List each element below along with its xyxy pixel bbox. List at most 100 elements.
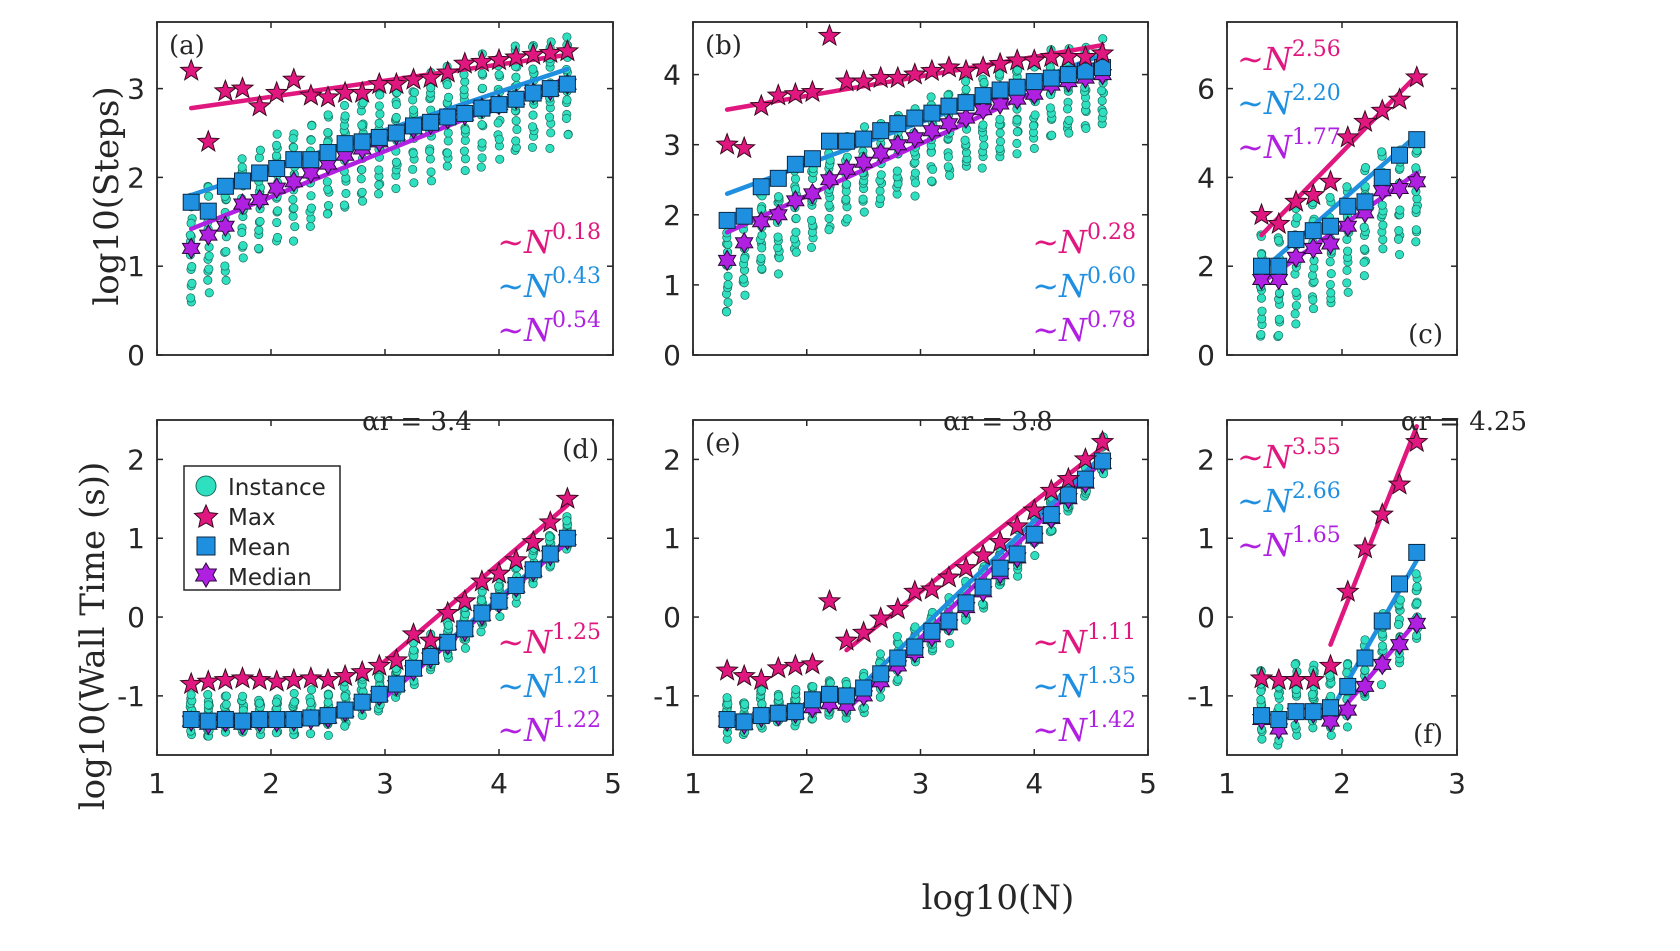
mean-marker	[541, 545, 559, 563]
instance-point	[1411, 204, 1421, 214]
instance-point	[477, 83, 488, 93]
instance-point	[254, 698, 265, 708]
max-marker	[230, 666, 255, 689]
instance-point	[289, 142, 299, 152]
instance-point	[892, 631, 902, 641]
mean-marker	[1270, 711, 1288, 729]
instance-point	[493, 118, 503, 128]
instance-point	[409, 178, 419, 188]
median-marker	[250, 188, 270, 211]
mean-marker	[923, 622, 941, 640]
median-marker	[785, 189, 805, 212]
instance-point	[459, 85, 469, 95]
instance-point	[859, 207, 869, 217]
max-marker	[521, 529, 546, 553]
mean-marker	[803, 691, 821, 709]
instance-point	[1012, 138, 1022, 148]
xlabel: log10(N)	[922, 878, 1075, 918]
max-marker	[452, 588, 477, 612]
instance-point	[375, 109, 385, 119]
plot-area	[715, 429, 1115, 744]
scaling-annotation: ∼N1.65	[1237, 523, 1341, 564]
instance-point	[808, 682, 818, 692]
scaling-annotation: ∼N1.77	[1237, 125, 1341, 166]
instance-point	[1097, 96, 1107, 106]
mean-marker	[718, 211, 736, 229]
mean-marker	[906, 638, 924, 656]
instance-point	[237, 154, 247, 164]
instance-point	[477, 120, 487, 130]
mean-marker	[285, 711, 303, 729]
panel-label: (c)	[1408, 320, 1443, 350]
mean-marker	[199, 712, 217, 730]
mean-marker	[786, 155, 804, 173]
mean-marker	[541, 80, 559, 98]
instance-point	[1343, 287, 1353, 297]
instance-point	[1307, 270, 1317, 280]
axes-frame	[1226, 419, 1458, 756]
mean-marker	[838, 687, 856, 705]
plot-area	[179, 32, 580, 307]
instance-point	[187, 278, 197, 288]
instance-point	[1291, 300, 1301, 311]
instance-point	[204, 264, 214, 274]
mean-marker	[872, 122, 890, 140]
legend-instance-marker	[195, 475, 217, 497]
axes-frame	[156, 21, 614, 356]
instance-point	[221, 275, 231, 285]
instance-point	[1308, 295, 1318, 305]
instance-point	[391, 100, 401, 110]
panel-label: (b)	[705, 31, 742, 61]
scaling-annotation: ∼N1.22	[497, 708, 601, 749]
fit-line-max	[1259, 73, 1419, 238]
instance-point	[960, 135, 970, 145]
instance-point	[739, 253, 749, 264]
mean-marker	[473, 99, 491, 117]
max-marker	[732, 663, 756, 687]
median-marker	[181, 237, 201, 260]
instance-point	[408, 148, 418, 158]
mean-marker	[234, 172, 251, 190]
instance-point	[459, 146, 469, 156]
ylabel-bottom: log10(Wall Time (s))	[73, 462, 113, 810]
instance-point	[1377, 641, 1388, 651]
mean-marker	[353, 133, 371, 151]
instance-point	[841, 194, 851, 204]
plot-area	[1249, 424, 1429, 750]
y-tick-label: 2	[663, 199, 681, 232]
max-marker	[1022, 48, 1047, 71]
instance-point	[1394, 225, 1404, 236]
instance-point	[1376, 680, 1386, 690]
max-marker	[1073, 446, 1098, 470]
mean-marker	[1287, 703, 1305, 721]
instance-point	[1395, 205, 1405, 215]
median-marker	[1407, 612, 1427, 635]
mean-marker	[974, 578, 992, 596]
max-marker	[851, 620, 876, 643]
instance-point	[945, 638, 955, 648]
instance-point	[561, 113, 571, 124]
mean-marker	[405, 117, 422, 135]
mean-marker	[957, 594, 975, 612]
instance-point	[978, 120, 988, 130]
instance-point	[528, 122, 538, 132]
max-marker	[1335, 579, 1360, 602]
mean-marker	[1373, 612, 1391, 630]
instance-point	[1412, 598, 1422, 609]
mean-marker	[1042, 69, 1060, 87]
max-marker	[384, 71, 409, 95]
median-marker	[768, 203, 788, 226]
mean-marker	[889, 649, 907, 667]
instance-point	[476, 162, 486, 172]
mean-marker	[1304, 703, 1322, 721]
instance-point	[495, 612, 505, 622]
mean-marker	[718, 711, 736, 729]
mean-marker	[855, 679, 873, 697]
instance-point	[1098, 107, 1108, 117]
mean-marker	[319, 707, 337, 725]
plot-area	[1249, 65, 1429, 342]
mean-marker	[786, 703, 804, 721]
y-tick-label: 2	[663, 443, 681, 476]
instance-point	[1411, 569, 1421, 579]
max-marker	[834, 628, 859, 651]
